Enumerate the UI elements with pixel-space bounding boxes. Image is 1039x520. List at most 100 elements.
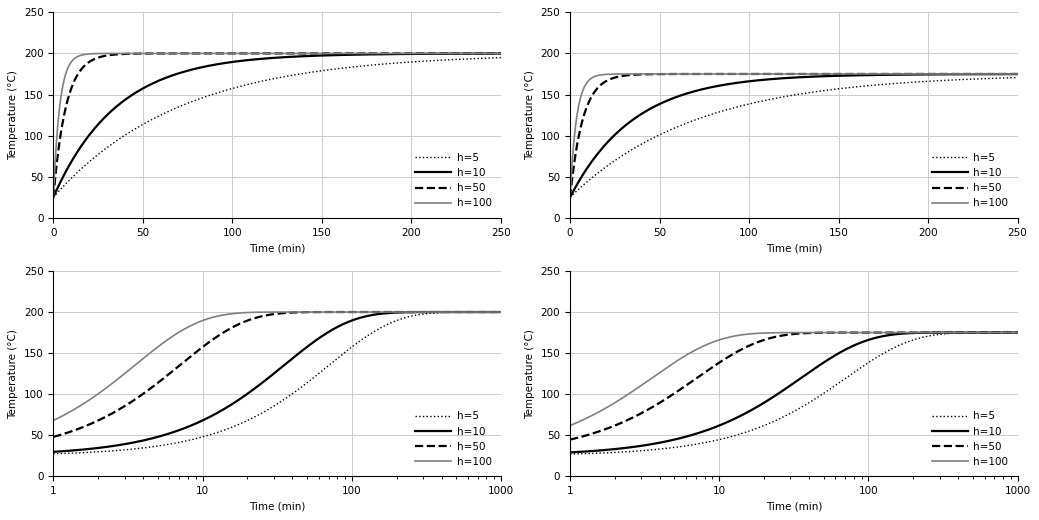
- h=50: [437, 50, 450, 57]
- X-axis label: Time (min): Time (min): [249, 243, 305, 253]
- h=10: [889, 331, 902, 337]
- h=5: [955, 76, 967, 83]
- h=100: [755, 71, 768, 77]
- h=100: [372, 309, 384, 315]
- h=100: [976, 330, 988, 336]
- h=100: [752, 330, 765, 336]
- h=100: [238, 50, 250, 57]
- h=100: [495, 309, 507, 315]
- h=5: [260, 408, 272, 414]
- h=10: [564, 194, 577, 200]
- Y-axis label: Temperature (°C): Temperature (°C): [8, 70, 19, 160]
- h=5: [239, 419, 251, 425]
- h=5: [615, 153, 628, 160]
- h=50: [238, 50, 250, 57]
- h=10: [495, 50, 507, 57]
- Line: h=50: h=50: [53, 312, 501, 437]
- h=100: [125, 50, 137, 57]
- h=10: [495, 309, 507, 315]
- Line: h=5: h=5: [570, 77, 1017, 197]
- h=10: [47, 449, 59, 455]
- X-axis label: Time (min): Time (min): [249, 502, 305, 512]
- h=50: [564, 194, 577, 200]
- h=5: [486, 55, 499, 61]
- h=10: [564, 449, 577, 456]
- h=10: [372, 311, 384, 317]
- h=10: [755, 401, 768, 407]
- h=100: [776, 330, 789, 336]
- Line: h=100: h=100: [570, 74, 1017, 197]
- h=100: [997, 330, 1010, 336]
- h=50: [976, 330, 988, 336]
- Line: h=100: h=100: [53, 312, 501, 421]
- h=100: [1011, 330, 1023, 336]
- h=50: [47, 434, 59, 440]
- h=10: [458, 309, 471, 315]
- h=5: [976, 330, 988, 336]
- Legend: h=5, h=10, h=50, h=100: h=5, h=10, h=50, h=100: [410, 407, 496, 471]
- h=10: [481, 309, 494, 315]
- h=5: [564, 194, 577, 200]
- h=5: [1011, 330, 1023, 336]
- h=5: [47, 451, 59, 457]
- h=50: [459, 309, 472, 315]
- h=10: [752, 403, 765, 409]
- Y-axis label: Temperature (°C): Temperature (°C): [8, 329, 19, 419]
- h=10: [755, 77, 768, 83]
- h=50: [125, 50, 137, 57]
- h=50: [481, 309, 494, 315]
- h=50: [776, 332, 789, 339]
- h=100: [564, 194, 577, 200]
- Line: h=10: h=10: [53, 312, 501, 452]
- Legend: h=5, h=10, h=50, h=100: h=5, h=10, h=50, h=100: [928, 149, 1012, 213]
- h=5: [997, 330, 1010, 336]
- h=100: [98, 50, 110, 57]
- h=5: [1003, 75, 1015, 81]
- h=100: [437, 50, 450, 57]
- h=100: [481, 309, 494, 315]
- h=5: [755, 98, 768, 105]
- h=50: [47, 194, 59, 200]
- h=5: [1011, 74, 1023, 81]
- Line: h=100: h=100: [570, 333, 1017, 425]
- h=50: [997, 330, 1010, 336]
- h=50: [736, 71, 748, 77]
- h=10: [976, 330, 988, 336]
- h=50: [235, 320, 247, 326]
- h=5: [776, 414, 789, 420]
- h=50: [260, 312, 272, 318]
- h=5: [481, 309, 494, 315]
- h=50: [755, 71, 768, 77]
- h=100: [495, 50, 507, 57]
- Line: h=10: h=10: [570, 74, 1017, 197]
- h=50: [564, 436, 577, 443]
- h=5: [47, 194, 59, 200]
- h=50: [1011, 71, 1023, 77]
- h=5: [372, 326, 384, 332]
- h=5: [238, 82, 250, 88]
- Y-axis label: Temperature (°C): Temperature (°C): [525, 329, 535, 419]
- h=5: [641, 138, 654, 144]
- X-axis label: Time (min): Time (min): [766, 502, 822, 512]
- h=100: [235, 310, 247, 316]
- Legend: h=5, h=10, h=50, h=100: h=5, h=10, h=50, h=100: [410, 149, 496, 213]
- h=10: [615, 126, 628, 132]
- Line: h=10: h=10: [570, 333, 1017, 452]
- h=100: [47, 418, 59, 424]
- h=5: [125, 128, 137, 135]
- h=100: [615, 71, 628, 77]
- h=10: [1011, 71, 1023, 77]
- h=100: [260, 309, 272, 315]
- Line: h=5: h=5: [53, 312, 501, 454]
- h=100: [798, 71, 810, 77]
- h=50: [492, 50, 505, 57]
- h=10: [641, 107, 654, 113]
- h=10: [47, 194, 59, 200]
- Line: h=10: h=10: [53, 54, 501, 197]
- h=5: [495, 309, 507, 315]
- h=50: [495, 309, 507, 315]
- h=50: [408, 309, 421, 315]
- h=50: [889, 330, 902, 336]
- h=100: [486, 50, 499, 57]
- h=100: [889, 330, 902, 336]
